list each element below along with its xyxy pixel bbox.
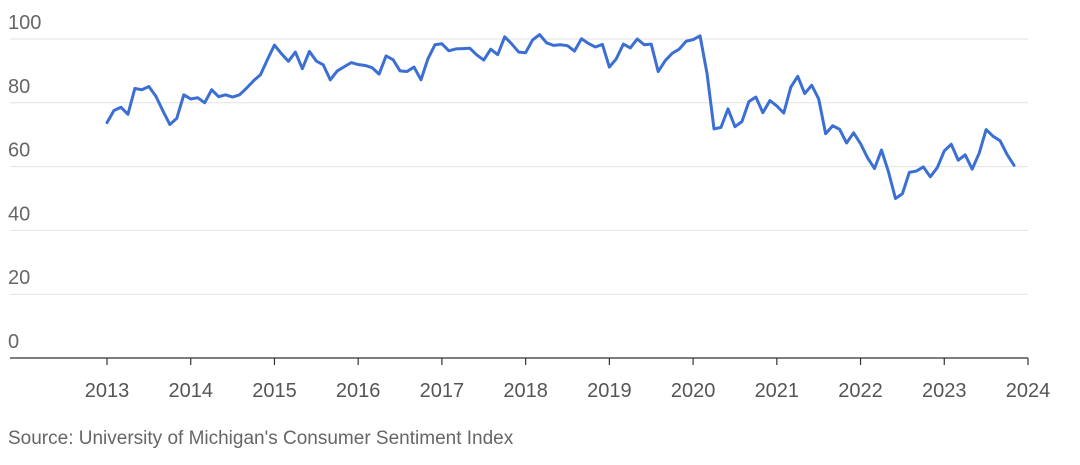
y-tick-label: 0 — [8, 331, 19, 353]
y-tick-label: 60 — [8, 140, 30, 162]
source-note: Source: University of Michigan's Consume… — [8, 428, 514, 449]
x-tick-label: 2017 — [420, 380, 465, 402]
y-tick-label: 80 — [8, 76, 30, 98]
series-line — [105, 33, 1016, 200]
x-tick-label: 2013 — [85, 380, 130, 402]
x-tick-label: 2018 — [503, 380, 548, 402]
y-tick-label: 40 — [8, 203, 30, 225]
x-tick-label: 2016 — [336, 380, 381, 402]
x-tick-label: 2024 — [1006, 380, 1051, 402]
y-tick-label: 20 — [8, 267, 30, 289]
x-tick-label: 2014 — [168, 380, 213, 402]
x-tick-label: 2020 — [671, 380, 716, 402]
y-axis-ticks: 0 20 40 60 80 100 — [8, 12, 41, 353]
grid-lines — [10, 38, 1028, 295]
x-axis-ticks: 2013 2014 2015 2016 2017 2018 2019 2020 2021 2022… — [85, 358, 1051, 402]
x-tick-label: 2015 — [252, 380, 297, 402]
x-tick-label: 2023 — [922, 380, 967, 402]
x-tick-label: 2022 — [838, 380, 883, 402]
x-tick-label: 2019 — [587, 380, 632, 402]
x-tick-label: 2021 — [755, 380, 800, 402]
y-tick-label: 100 — [8, 12, 41, 34]
